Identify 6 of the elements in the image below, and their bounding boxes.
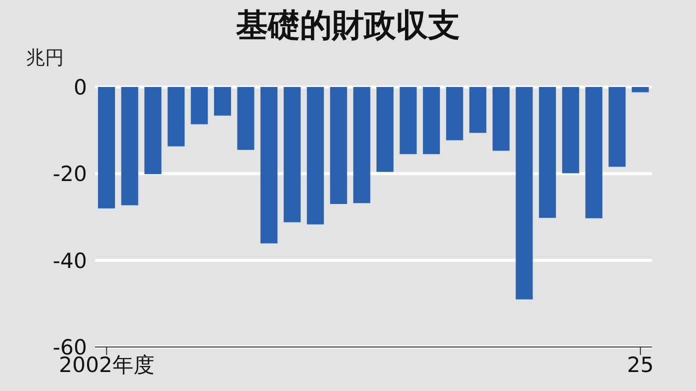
y-axis-title: 兆円 — [26, 46, 64, 71]
y-tick-label: -20 — [52, 162, 87, 186]
chart-title: 基礎的財政収支 — [235, 5, 461, 46]
y-tick-label: 0 — [74, 75, 87, 100]
x-tick-label: 25 — [627, 352, 654, 377]
y-tick-label: -40 — [52, 248, 87, 273]
